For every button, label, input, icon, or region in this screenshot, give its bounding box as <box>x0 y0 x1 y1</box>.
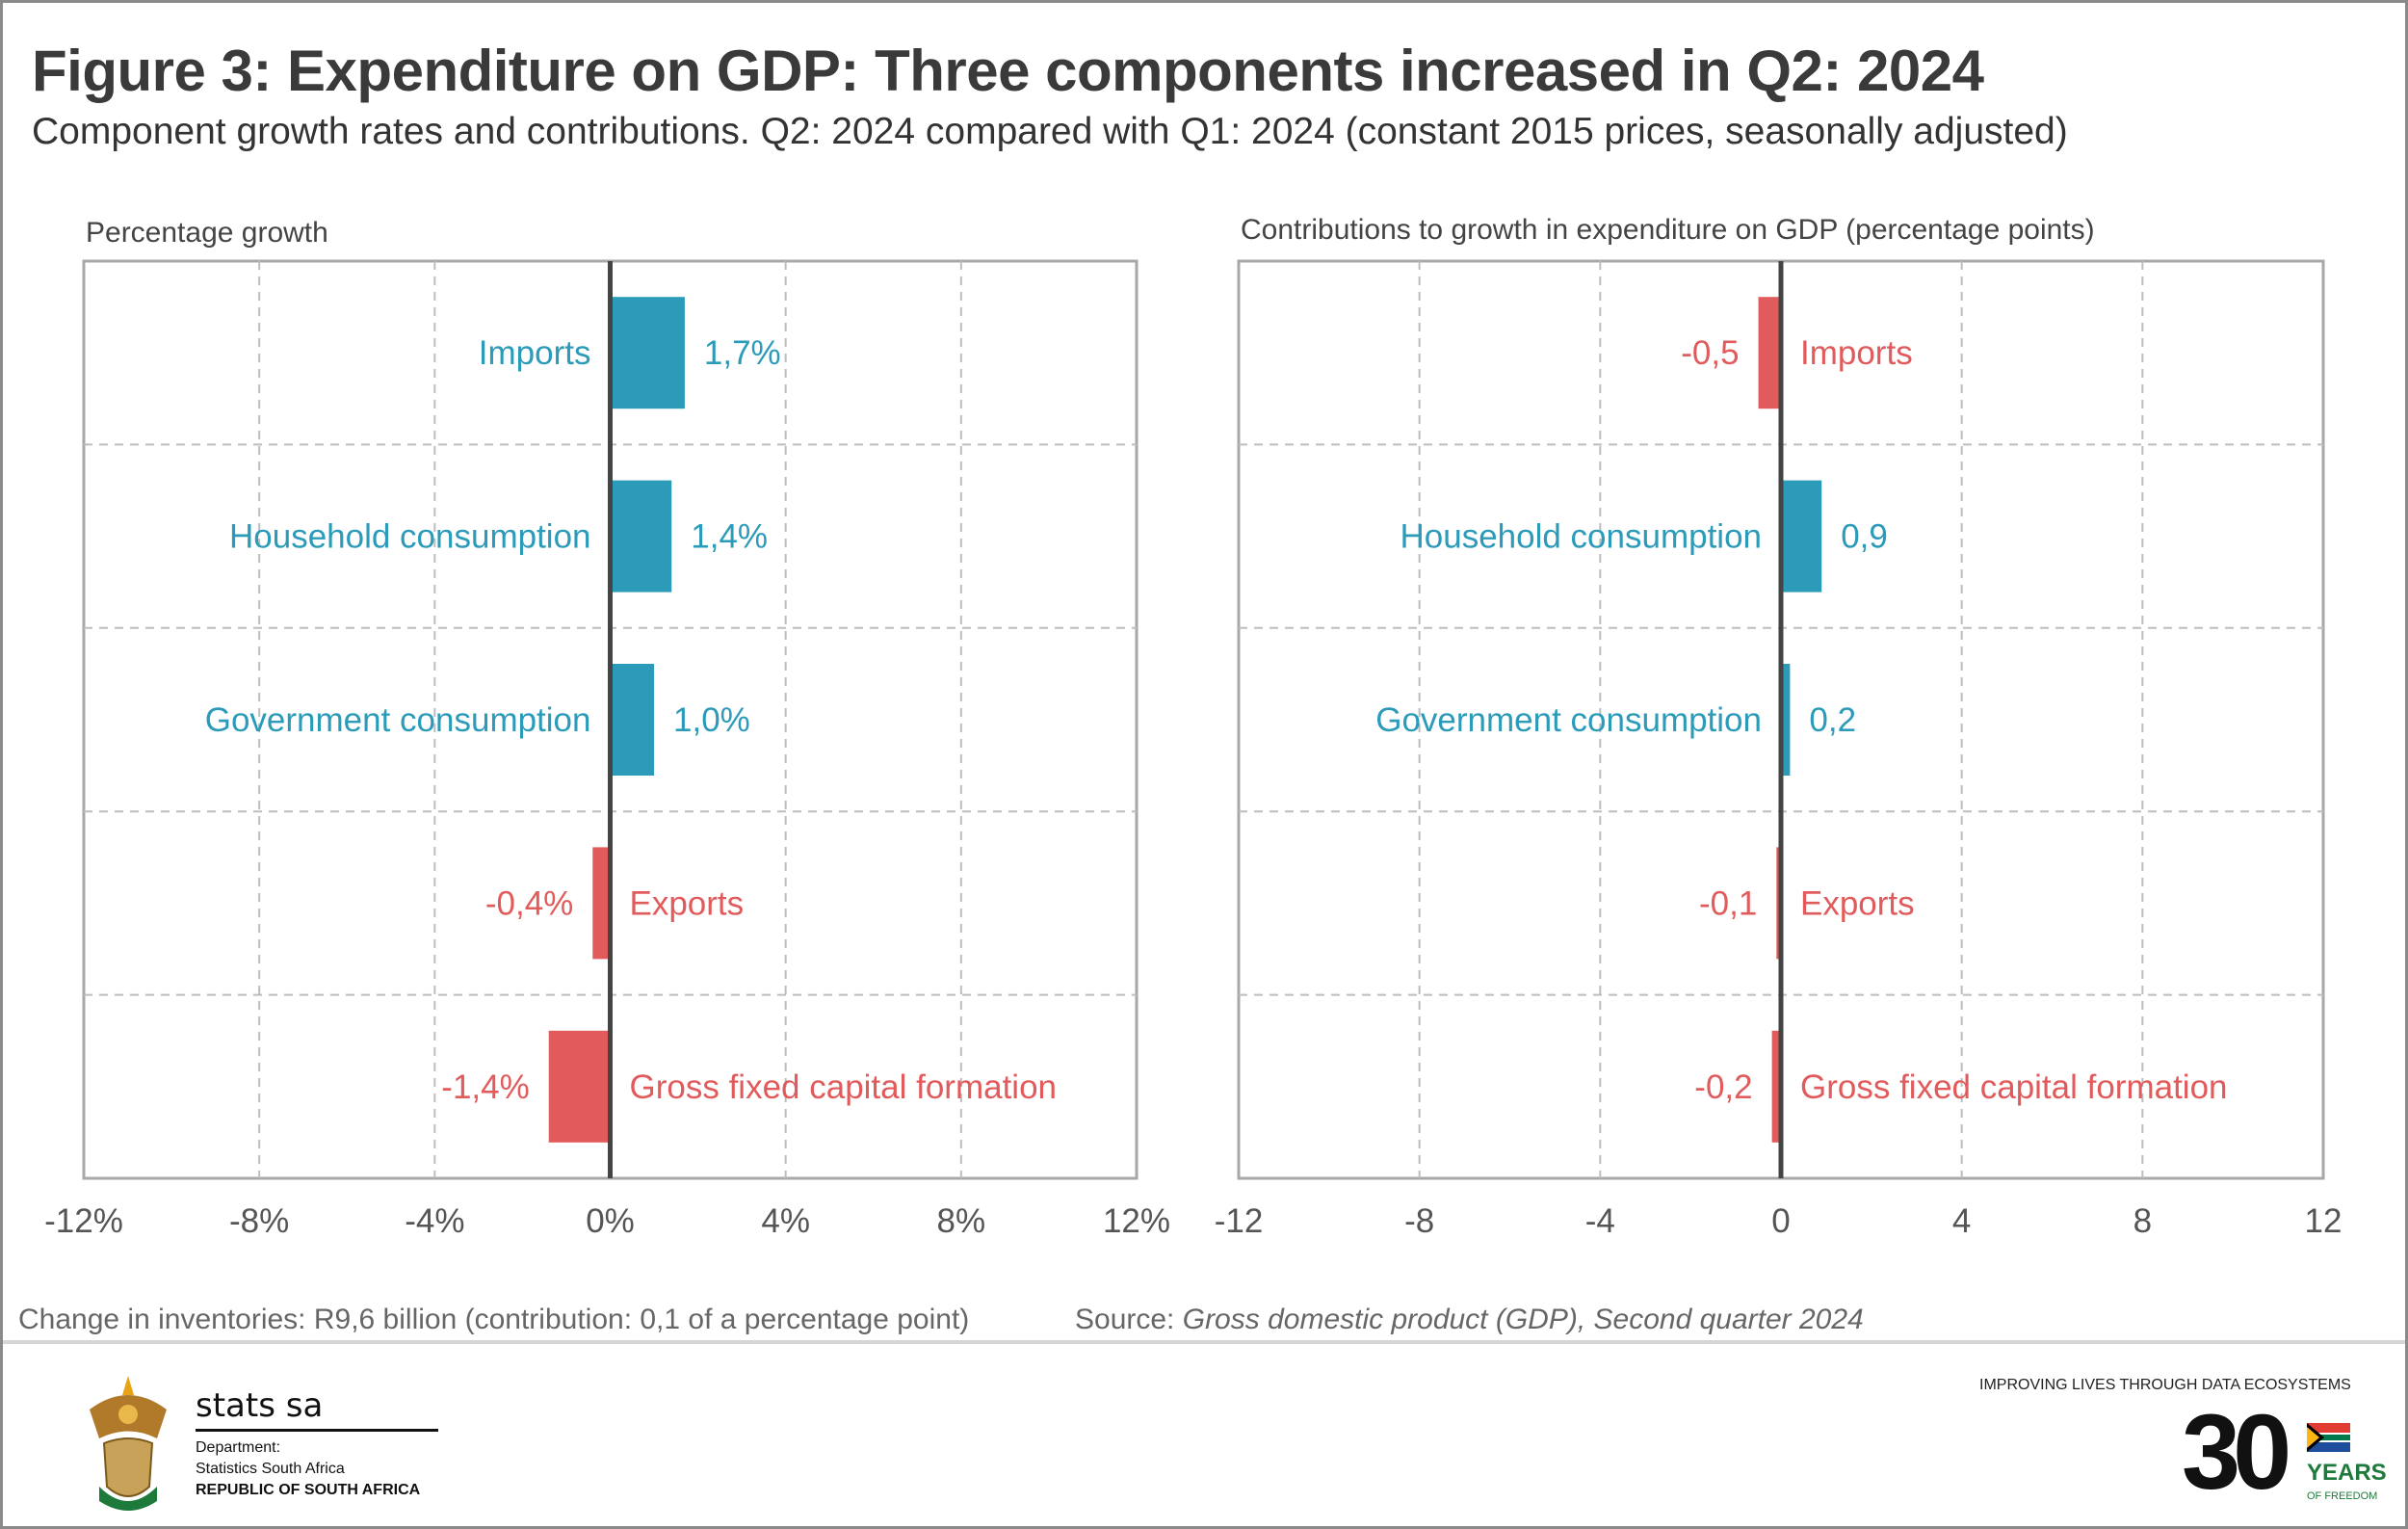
right-x-tick-label: 4 <box>1952 1202 1971 1240</box>
tagline: IMPROVING LIVES THROUGH DATA ECOSYSTEMS <box>1979 1377 2351 1393</box>
left-x-tick-label: -8% <box>229 1202 289 1240</box>
left-x-tick-label: -12% <box>44 1202 123 1240</box>
left-value-label: 1,4% <box>691 518 768 556</box>
figure-title: Figure 3: Expenditure on GDP: Three comp… <box>32 39 1984 103</box>
left-bar <box>610 297 685 409</box>
right-x-tick-label: 8 <box>2133 1202 2152 1240</box>
source-prefix: Source: <box>1075 1304 1183 1335</box>
figure-subtitle: Component growth rates and contributions… <box>32 111 2068 152</box>
right-value-label: -0,2 <box>1694 1068 1752 1106</box>
left-x-tick-label: 12% <box>1103 1202 1170 1240</box>
left-x-tick-label: -4% <box>405 1202 464 1240</box>
right-x-tick-label: 0 <box>1771 1202 1790 1240</box>
left-category-label: Government consumption <box>205 701 591 739</box>
left-bar <box>610 480 672 593</box>
right-bar <box>1758 297 1781 409</box>
dept-label: Department: <box>196 1439 281 1456</box>
left-category-label: Exports <box>630 884 745 922</box>
left-value-label: 1,7% <box>704 334 781 372</box>
right-category-label: Government consumption <box>1375 701 1762 739</box>
right-value-label: -0,5 <box>1681 334 1739 372</box>
right-bar <box>1781 480 1822 593</box>
anniversary-sub: OF FREEDOM <box>2307 1490 2378 1502</box>
inventories-footnote: Change in inventories: R9,6 billion (con… <box>18 1304 970 1335</box>
left-category-label: Household consumption <box>229 518 591 556</box>
right-bar <box>1771 1030 1781 1143</box>
footer-divider <box>3 1340 2405 1344</box>
right-category-label: Exports <box>1800 884 1915 922</box>
sa-flag-icon <box>2307 1423 2350 1452</box>
dept-name: Statistics South Africa <box>196 1461 345 1477</box>
right-value-label: -0,1 <box>1699 884 1757 922</box>
left-bar <box>592 847 611 960</box>
left-value-label: 1,0% <box>673 701 750 739</box>
left-value-label: -1,4% <box>441 1068 529 1106</box>
wordmark-underline <box>196 1429 438 1432</box>
anniversary-years: YEARS <box>2307 1460 2387 1486</box>
charts-canvas: -12% -8% -4% 0% 4% 8% 12% Imports 1,7% Household … <box>44 259 2343 1240</box>
left-chart-title: Percentage growth <box>86 217 328 249</box>
right-x-tick-label: -4 <box>1585 1202 1615 1240</box>
country-name: REPUBLIC OF SOUTH AFRICA <box>196 1482 421 1498</box>
left-category-label: Imports <box>479 334 591 372</box>
right-category-label: Imports <box>1800 334 1913 372</box>
right-x-tick-label: -8 <box>1404 1202 1434 1240</box>
left-x-tick-label: 0% <box>586 1202 635 1240</box>
left-x-tick-label: 8% <box>937 1202 986 1240</box>
coat-of-arms-icon <box>90 1376 167 1511</box>
right-x-tick-label: 12 <box>2305 1202 2343 1240</box>
stats-sa-wordmark: stats sa <box>196 1386 324 1425</box>
right-value-label: 0,9 <box>1841 518 1888 556</box>
left-bar <box>548 1030 611 1143</box>
left-bar <box>610 664 655 776</box>
source-title: Gross domestic product (GDP), Second qua… <box>1182 1304 1864 1335</box>
right-chart-title: Contributions to growth in expenditure o… <box>1241 214 2095 246</box>
source-note: Source: Gross domestic product (GDP), Se… <box>1075 1304 1864 1336</box>
right-category-label: Household consumption <box>1400 518 1762 556</box>
right-x-tick-label: -12 <box>1215 1202 1264 1240</box>
left-x-tick-label: 4% <box>761 1202 810 1240</box>
right-value-label: 0,2 <box>1809 701 1856 739</box>
right-category-label: Gross fixed capital formation <box>1800 1068 2228 1106</box>
anniversary-number: 30 <box>2182 1393 2291 1512</box>
left-category-label: Gross fixed capital formation <box>630 1068 1058 1106</box>
right-bar <box>1781 664 1791 776</box>
left-value-label: -0,4% <box>485 884 573 922</box>
